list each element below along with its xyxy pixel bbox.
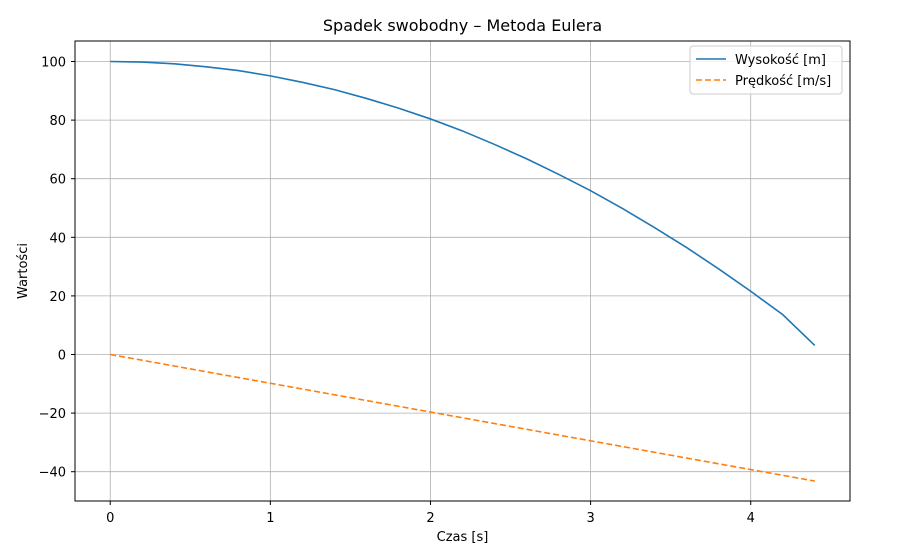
legend-label-height: Wysokość [m] (735, 53, 826, 68)
y-tick-label: 40 (49, 231, 66, 246)
x-tick-label: 3 (586, 511, 594, 526)
y-tick-label: 100 (41, 56, 66, 71)
x-tick-label: 1 (266, 511, 274, 526)
y-tick-label: 0 (58, 349, 66, 364)
x-axis-label: Czas [s] (437, 530, 489, 545)
series-line-1 (110, 353, 815, 482)
y-axis-label: Wartości (16, 243, 31, 299)
y-tick-label: −40 (39, 466, 66, 481)
legend-box (689, 45, 843, 95)
x-tick-label: 4 (747, 511, 755, 526)
series-line-0 (110, 60, 816, 346)
y-tick-label: −20 (39, 407, 66, 422)
y-tick-label: 80 (49, 114, 66, 129)
x-tick-label: 0 (106, 511, 114, 526)
grid (75, 41, 850, 501)
series-layer (110, 60, 816, 482)
y-tick-label: 60 (49, 173, 66, 188)
chart-title: Spadek swobodny – Metoda Eulera (323, 16, 602, 35)
y-tick-label: 20 (49, 290, 66, 305)
x-tick-label: 2 (426, 511, 434, 526)
plot-frame (74, 40, 851, 502)
ticks: 0 1 2 3 4 −40 −20 0 20 40 60 80 100 (39, 56, 755, 526)
legend: Wysokość [m] Prędkość [m/s] (689, 45, 843, 95)
legend-label-velocity: Prędkość [m/s] (735, 74, 831, 89)
